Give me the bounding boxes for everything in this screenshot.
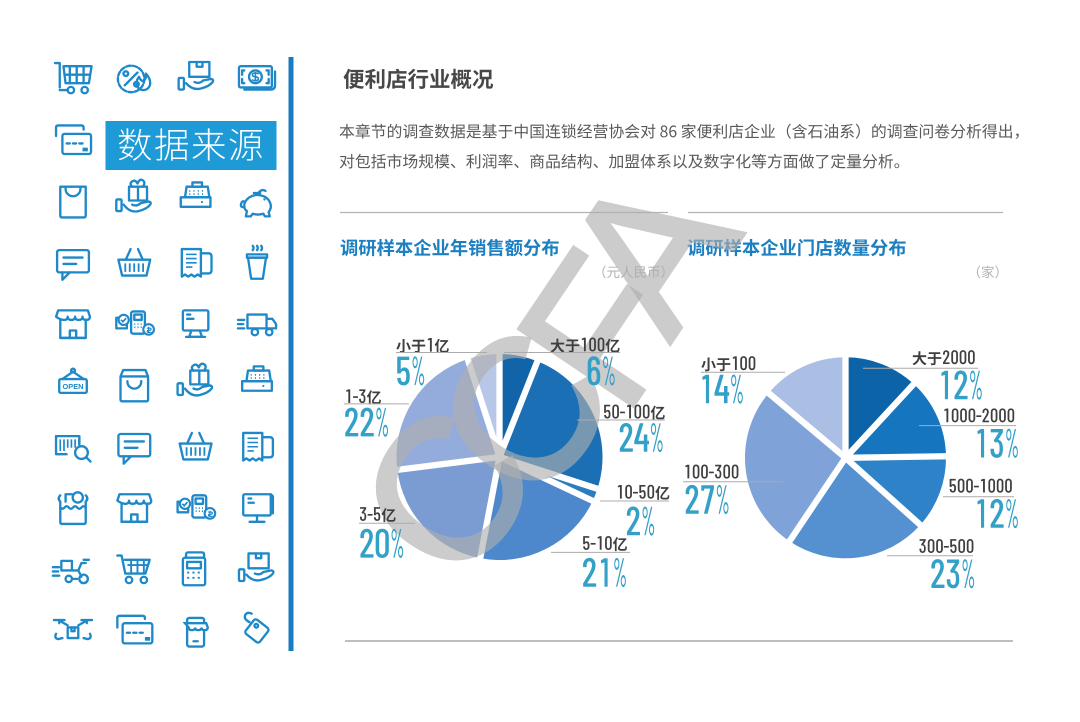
svg-text:OPEN: OPEN — [63, 382, 84, 391]
